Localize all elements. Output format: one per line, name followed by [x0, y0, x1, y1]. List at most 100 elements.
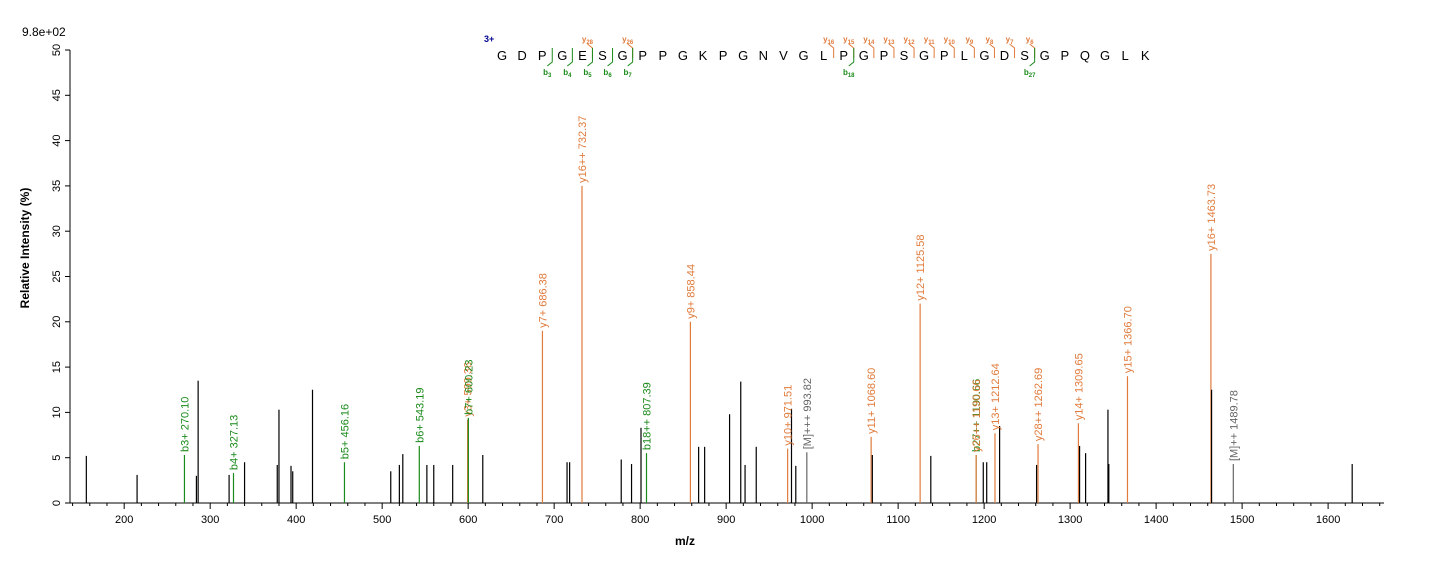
y-fragment-label: y6: [1026, 35, 1034, 46]
x-tick-label: 1200: [972, 514, 996, 526]
x-tick-label: 500: [373, 514, 391, 526]
y-fragment-label: y9: [965, 35, 973, 46]
x-tick-label: 1000: [800, 514, 824, 526]
peak-labels-group: b3+ 270.10 b4+ 327.13 b5+ 456.16 b6+ 543.19…: [179, 116, 1240, 470]
b-fragment-mark: [587, 48, 593, 67]
b-fragment-mark: [607, 48, 614, 67]
x-tick-label: 400: [287, 514, 305, 526]
peak-label: b27++ 1190.66: [971, 379, 983, 452]
sequence-residue: P: [658, 48, 667, 63]
sequence-residue: K: [699, 48, 708, 63]
x-axis: 200 300 400 500 600 700 800 900 1000 1100 1200 1300…: [70, 502, 1384, 526]
y-fragment-label: y28: [582, 35, 594, 46]
sequence-residue: P: [538, 48, 547, 63]
y-tick-label: 30: [51, 225, 63, 237]
charge-state-label: 3+: [484, 34, 494, 44]
y-fragment-label: y7: [1006, 35, 1014, 46]
y-fragment-mark: [848, 43, 855, 58]
b-fragment-label: b5: [583, 68, 592, 79]
b-fragment-mark: [1029, 48, 1036, 67]
sequence-residue: Q: [1080, 48, 1090, 63]
y-fragment-mark: [928, 43, 935, 58]
sequence-residue: G: [618, 48, 628, 63]
y-tick-label: 15: [51, 361, 63, 373]
y-tick-label: 20: [51, 316, 63, 328]
peak-label: y13+ 1212.64: [990, 363, 1002, 430]
x-tick-label: 200: [115, 514, 133, 526]
peak-label: y7+ 686.38: [537, 273, 549, 328]
b-fragment-label: b18: [843, 68, 855, 79]
sequence-residue: G: [979, 48, 989, 63]
y-fragment-mark: [828, 43, 835, 58]
peak-label: y28++ 1262.69: [1033, 368, 1045, 441]
y-tick-label: 35: [51, 180, 63, 192]
y-fragment-mark: [1009, 43, 1016, 58]
sequence-residue: S: [598, 48, 607, 63]
sequence-residue: P: [839, 48, 848, 63]
y-fragment-label: y13: [883, 35, 895, 46]
peak-label: y15+ 1366.70: [1122, 306, 1134, 373]
y-fragment-mark: [969, 43, 975, 58]
x-tick-label: 1600: [1316, 514, 1340, 526]
sequence-residue: S: [900, 48, 909, 63]
peak-label: b3+ 270.10: [179, 397, 191, 452]
y-fragment-mark: [1029, 43, 1036, 58]
peak-label: y16+ 1463.73: [1206, 184, 1218, 251]
sequence-residue: S: [1020, 48, 1029, 63]
peak-label: y16++ 732.37: [577, 116, 589, 183]
sequence-residue: G: [738, 48, 748, 63]
y-fragment-label: y12: [903, 35, 915, 46]
y-tick-label: 40: [51, 134, 63, 146]
b-fragment-label: b3: [543, 68, 552, 79]
x-tick-label: 900: [717, 514, 735, 526]
peak-label: b4+ 327.13: [229, 415, 241, 470]
y-fragment-mark: [587, 43, 593, 58]
sequence-residue: P: [638, 48, 647, 63]
peak-label: b18++ 807.39: [642, 382, 654, 450]
y-fragment-label: y15: [843, 35, 855, 46]
b-fragment-mark: [848, 48, 855, 67]
sequence-residue: G: [1040, 48, 1050, 63]
x-tick-label: 600: [459, 514, 477, 526]
x-tick-label: 1100: [886, 514, 910, 526]
y-tick-label: 50: [51, 44, 63, 56]
peak-label: y9+ 858.44: [685, 264, 697, 319]
sequence-residue: G: [557, 48, 567, 63]
sequence-residue: G: [678, 48, 688, 63]
x-tick-label: 700: [545, 514, 563, 526]
sequence-residue: L: [820, 48, 827, 63]
y-tick-label: 0: [51, 500, 63, 506]
b-fragment-label: b7: [624, 68, 633, 79]
x-tick-label: 1300: [1058, 514, 1082, 526]
x-tick-label: 1400: [1144, 514, 1168, 526]
peak-label: b7+ 600.23: [463, 359, 475, 414]
y-fragment-mark: [948, 43, 955, 58]
sequence-residue: P: [940, 48, 949, 63]
x-axis-title: m/z: [675, 534, 695, 548]
y-tick-label: 5: [51, 455, 63, 461]
peak-label: y12+ 1125.58: [915, 235, 927, 301]
sequence-residue: G: [497, 48, 507, 63]
sequence-residue: V: [779, 48, 788, 63]
peak-label: y3+ 599.36: [463, 362, 475, 417]
peak-label: y10+ 971.51: [783, 385, 795, 446]
b-fragment-label: b6: [603, 68, 612, 79]
sequence-residue: D: [517, 48, 526, 63]
sequence-residue: P: [1060, 48, 1069, 63]
b-fragment-mark: [567, 48, 573, 67]
peak-label: y11+ 1068.60: [866, 368, 878, 434]
y-fragment-label: y8: [986, 35, 994, 46]
y-axis: 0 5 10 15 20 25 30 35 40 45 50: [51, 44, 71, 506]
y-fragment-mark: [627, 43, 634, 58]
y-fragment-mark: [868, 43, 875, 58]
b-fragment-label: b4: [563, 68, 572, 79]
x-tick-label: 800: [631, 514, 649, 526]
sequence-residue: G: [919, 48, 929, 63]
y-fragment-label: y10: [944, 35, 956, 46]
sequence-residue: N: [759, 48, 768, 63]
sequence-residue: G: [798, 48, 808, 63]
intensity-scale-label: 9.8e+02: [22, 25, 66, 39]
y-fragment-label: y14: [863, 35, 875, 46]
b-fragment-mark: [627, 48, 634, 67]
